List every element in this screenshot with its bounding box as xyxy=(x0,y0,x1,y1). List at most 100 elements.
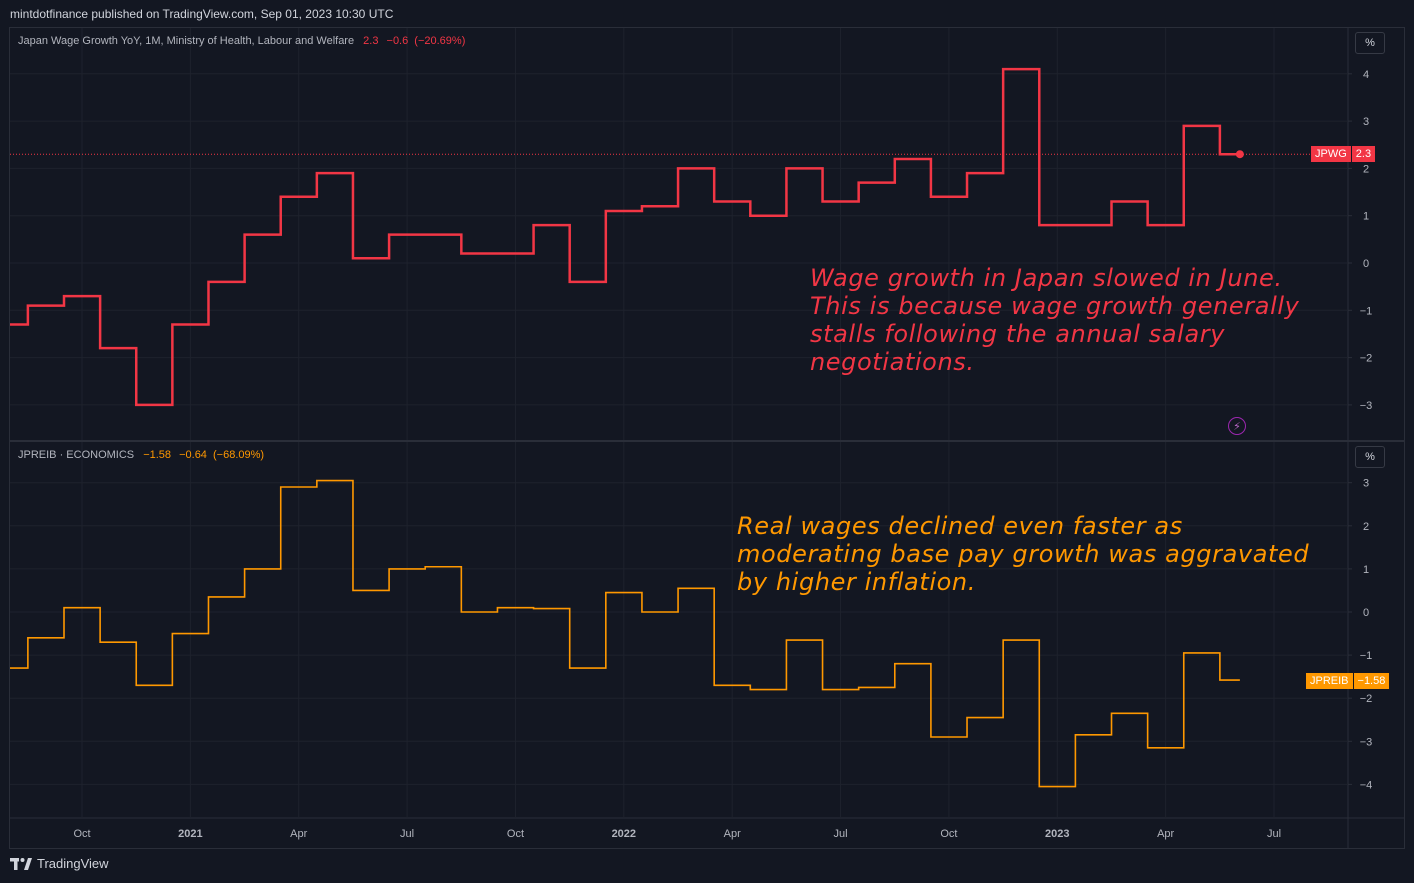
data-point xyxy=(605,210,606,211)
x-tick-label: Jul xyxy=(834,828,848,840)
data-point xyxy=(822,201,823,202)
bottom-panel-change: −0.64 xyxy=(179,449,207,461)
data-point xyxy=(750,215,751,216)
data-point xyxy=(1147,747,1148,748)
data-point xyxy=(714,685,715,686)
data-point xyxy=(172,633,173,634)
x-tick-label: 2021 xyxy=(178,828,202,840)
top-panel-percent-button[interactable]: % xyxy=(1355,32,1385,54)
data-point xyxy=(967,173,968,174)
data-point xyxy=(244,568,245,569)
x-tick-label: Apr xyxy=(1157,828,1174,840)
x-tick-label: Apr xyxy=(724,828,741,840)
data-point xyxy=(244,234,245,235)
y-tick-label: 0 xyxy=(1363,607,1369,619)
y-tick-label: −2 xyxy=(1360,693,1373,705)
data-point xyxy=(1003,640,1004,641)
top-panel-legend[interactable]: Japan Wage Growth YoY, 1M, Ministry of H… xyxy=(18,35,465,47)
tradingview-logo[interactable]: TradingView xyxy=(10,856,109,871)
data-point xyxy=(750,689,751,690)
data-point xyxy=(1219,680,1220,681)
data-point xyxy=(930,736,931,737)
top-panel-price-badge: JPWG 2.3 xyxy=(1311,146,1376,162)
data-point xyxy=(497,253,498,254)
bottom-panel-last-value: −1.58 xyxy=(143,449,172,461)
data-point xyxy=(27,637,28,638)
y-tick-label: −3 xyxy=(1360,736,1373,748)
tradingview-logo-icon xyxy=(10,857,32,870)
data-point xyxy=(894,663,895,664)
y-tick-label: 0 xyxy=(1363,258,1369,270)
data-point xyxy=(1003,69,1004,70)
data-point xyxy=(208,596,209,597)
data-point xyxy=(100,642,101,643)
data-point xyxy=(533,608,534,609)
data-point xyxy=(858,182,859,183)
bottom-panel-annotation[interactable]: Real wages declined even faster as moder… xyxy=(737,512,1310,596)
bottom-badge-symbol: JPREIB xyxy=(1306,673,1353,689)
y-tick-label: 1 xyxy=(1363,211,1369,223)
top-panel-title: Japan Wage Growth YoY, 1M, Ministry of H… xyxy=(18,35,355,47)
publisher-header: mintdotfinance published on TradingView.… xyxy=(10,7,394,21)
data-point xyxy=(100,348,101,349)
top-panel-annotation[interactable]: Wage growth in Japan slowed in June. Thi… xyxy=(810,264,1300,376)
data-point xyxy=(27,305,28,306)
data-point xyxy=(930,196,931,197)
x-tick-label: Oct xyxy=(507,828,524,840)
data-point xyxy=(1183,652,1184,653)
data-point xyxy=(389,568,390,569)
chart-border xyxy=(9,27,1405,849)
last-value-marker xyxy=(1235,150,1244,159)
top-badge-symbol: JPWG xyxy=(1311,146,1351,162)
x-tick-label: Jul xyxy=(1267,828,1281,840)
y-tick-label: −4 xyxy=(1360,779,1373,791)
data-point xyxy=(967,717,968,718)
top-panel-change-pct: (−20.69%) xyxy=(414,35,466,47)
data-point xyxy=(316,173,317,174)
data-point xyxy=(1039,225,1040,226)
data-point xyxy=(425,566,426,567)
data-point xyxy=(1111,713,1112,714)
lightning-icon[interactable]: ⚡ xyxy=(1228,417,1246,435)
data-point xyxy=(461,253,462,254)
data-point xyxy=(569,281,570,282)
x-tick-label: Jul xyxy=(400,828,414,840)
footer-brand: TradingView xyxy=(37,856,109,871)
data-point xyxy=(678,588,679,589)
top-panel-last-value: 2.3 xyxy=(363,35,379,47)
bottom-badge-value: −1.58 xyxy=(1352,673,1390,689)
y-tick-label: 2 xyxy=(1363,521,1369,533)
data-point xyxy=(605,592,606,593)
data-point xyxy=(569,668,570,669)
wage-growth-series-line xyxy=(10,67,1240,407)
data-point xyxy=(641,206,642,207)
x-tick-label: 2022 xyxy=(612,828,636,840)
data-point xyxy=(786,640,787,641)
bottom-panel-legend[interactable]: JPREIB · ECONOMICS −1.58 −0.64 (−68.09%) xyxy=(18,449,264,461)
top-panel-change: −0.6 xyxy=(386,35,409,47)
y-tick-label: −1 xyxy=(1360,305,1373,317)
data-point xyxy=(497,607,498,608)
data-point xyxy=(136,685,137,686)
data-point xyxy=(822,689,823,690)
y-tick-label: −2 xyxy=(1360,353,1373,365)
x-tick-label: 2023 xyxy=(1045,828,1069,840)
bottom-panel-change-pct: (−68.09%) xyxy=(213,449,265,461)
data-point xyxy=(786,168,787,169)
top-badge-value: 2.3 xyxy=(1350,146,1376,162)
data-point xyxy=(1147,225,1148,226)
data-point xyxy=(894,158,895,159)
data-point xyxy=(10,324,11,325)
y-tick-label: 3 xyxy=(1363,478,1369,490)
bottom-panel-percent-button[interactable]: % xyxy=(1355,446,1385,468)
data-point xyxy=(533,225,534,226)
x-tick-label: Oct xyxy=(940,828,957,840)
data-point xyxy=(352,258,353,259)
data-point xyxy=(208,281,209,282)
data-point xyxy=(1075,225,1076,226)
data-point xyxy=(678,168,679,169)
bottom-panel-price-badge: JPREIB −1.58 xyxy=(1306,673,1390,689)
y-tick-label: 1 xyxy=(1363,564,1369,576)
